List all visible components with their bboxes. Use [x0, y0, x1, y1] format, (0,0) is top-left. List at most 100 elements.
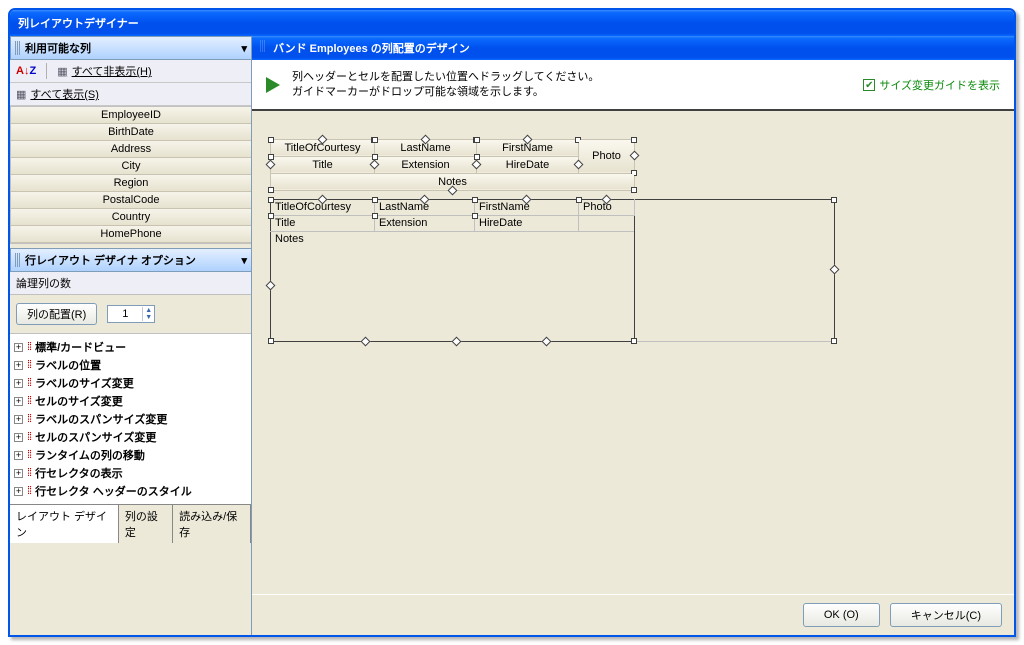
resize-handle[interactable]	[372, 154, 378, 160]
resize-handle[interactable]	[830, 265, 840, 275]
header-cell[interactable]: Extension	[375, 156, 477, 173]
header-cell[interactable]: Photo	[579, 139, 635, 173]
resize-handle[interactable]	[474, 154, 480, 160]
available-column-item[interactable]: EmployeeID	[11, 107, 251, 124]
layout-cell[interactable]: Notes	[271, 231, 635, 341]
ok-button[interactable]: OK (O)	[803, 603, 880, 627]
expand-icon[interactable]: +	[14, 415, 23, 424]
resize-handle[interactable]	[268, 137, 274, 143]
spinner-arrows[interactable]: ▲▼	[142, 307, 154, 321]
options-tree-item[interactable]: +⁞⁞ラベルのサイズ変更	[14, 374, 247, 392]
options-tree-item[interactable]: +⁞⁞標準/カードビュー	[14, 338, 247, 356]
arrange-columns-button[interactable]: 列の配置(R)	[16, 303, 97, 325]
resize-handle[interactable]	[631, 137, 637, 143]
header-cell[interactable]: HireDate	[477, 156, 579, 173]
header-cell[interactable]: FirstName	[477, 139, 579, 156]
layout-cell[interactable]: Extension	[375, 215, 475, 231]
pin-icon[interactable]: ▾	[241, 254, 247, 267]
bullet-icon: ⁞⁞	[27, 449, 31, 461]
resize-handle[interactable]	[601, 194, 611, 204]
resize-handle[interactable]	[447, 185, 457, 195]
layout-cell[interactable]: HireDate	[475, 215, 579, 231]
layout-cell[interactable]: Photo	[579, 199, 635, 215]
bottom-tab[interactable]: 読み込み/保存	[173, 505, 251, 543]
resize-handle[interactable]	[831, 338, 837, 344]
resize-handle[interactable]	[631, 187, 637, 193]
show-resize-guides-checkbox[interactable]: ✔ サイズ変更ガイドを表示	[863, 77, 1000, 93]
resize-handle[interactable]	[268, 213, 274, 219]
resize-handle[interactable]	[831, 197, 837, 203]
resize-handle[interactable]	[268, 338, 274, 344]
header-cell[interactable]: Notes	[271, 173, 635, 190]
resize-handle[interactable]	[372, 213, 378, 219]
header-layout-table[interactable]: TitleOfCourtesyLastNameFirstNamePhoto Tit…	[270, 139, 635, 191]
layout-cell[interactable]: TitleOfCourtesy	[271, 199, 375, 215]
expand-icon[interactable]: +	[14, 451, 23, 460]
available-column-item[interactable]: PostalCode	[11, 192, 251, 209]
layout-cell-empty[interactable]	[579, 215, 635, 231]
resize-handle[interactable]	[576, 197, 582, 203]
expand-icon[interactable]: +	[14, 469, 23, 478]
resize-handle[interactable]	[266, 159, 276, 169]
resize-handle[interactable]	[268, 154, 274, 160]
options-tree-item[interactable]: +⁞⁞行セレクタの表示	[14, 464, 247, 482]
resize-handle[interactable]	[372, 197, 378, 203]
cell-layout-table[interactable]: TitleOfCourtesyLastNameFirstNamePhoto Tit…	[270, 199, 835, 342]
available-column-item[interactable]: Region	[11, 175, 251, 192]
available-column-item[interactable]: Country	[11, 209, 251, 226]
resize-handle[interactable]	[451, 336, 461, 346]
bottom-tab[interactable]: 列の設定	[119, 505, 173, 543]
logical-cols-spinner[interactable]: ▲▼	[107, 305, 155, 323]
header-cell[interactable]: TitleOfCourtesy	[271, 139, 375, 156]
bottom-tab[interactable]: レイアウト デザイン	[10, 505, 119, 543]
layout-cell-empty[interactable]	[635, 199, 835, 341]
resize-handle[interactable]	[521, 194, 531, 204]
options-tree-item[interactable]: +⁞⁞ラベルの位置	[14, 356, 247, 374]
available-column-item[interactable]: City	[11, 158, 251, 175]
resize-handle[interactable]	[522, 134, 532, 144]
layout-cell[interactable]: Title	[271, 215, 375, 231]
expand-icon[interactable]: +	[14, 343, 23, 352]
resize-handle[interactable]	[419, 194, 429, 204]
show-all-link[interactable]: ▦ すべて表示(S)	[16, 86, 99, 102]
options-panel: 行レイアウト デザイナ オプション ▾ 論理列の数 列の配置(R) ▲▼ +⁞⁞…	[10, 248, 251, 543]
expand-icon[interactable]: +	[14, 361, 23, 370]
header-cell[interactable]: Title	[271, 156, 375, 173]
resize-handle[interactable]	[317, 194, 327, 204]
layout-cell[interactable]: LastName	[375, 199, 475, 215]
resize-handle[interactable]	[542, 336, 552, 346]
resize-handle[interactable]	[266, 281, 276, 291]
cancel-button[interactable]: キャンセル(C)	[890, 603, 1002, 627]
sort-az-icon[interactable]: A↓Z	[16, 65, 36, 77]
pin-icon[interactable]: ▾	[241, 42, 247, 55]
resize-handle[interactable]	[317, 134, 327, 144]
resize-handle[interactable]	[268, 187, 274, 193]
resize-handle[interactable]	[360, 336, 370, 346]
header-cell[interactable]: LastName	[375, 139, 477, 156]
layout-cell[interactable]: FirstName	[475, 199, 579, 215]
available-column-item[interactable]: BirthDate	[11, 124, 251, 141]
hide-all-link[interactable]: ▦ すべて非表示(H)	[57, 63, 151, 79]
options-tree-item[interactable]: +⁞⁞ラベルのスパンサイズ変更	[14, 410, 247, 428]
resize-handle[interactable]	[372, 137, 378, 143]
expand-icon[interactable]: +	[14, 379, 23, 388]
options-tree-item[interactable]: +⁞⁞行セレクタ ヘッダーのスタイル	[14, 482, 247, 500]
expand-icon[interactable]: +	[14, 433, 23, 442]
window-titlebar[interactable]: 列レイアウトデザイナー	[10, 10, 1014, 36]
options-tree-item[interactable]: +⁞⁞セルのサイズ変更	[14, 392, 247, 410]
resize-handle[interactable]	[420, 134, 430, 144]
design-surface[interactable]: TitleOfCourtesyLastNameFirstNamePhotoTit…	[252, 111, 1014, 594]
options-tree-item[interactable]: +⁞⁞ランタイムの列の移動	[14, 446, 247, 464]
resize-handle[interactable]	[630, 151, 640, 161]
resize-handle[interactable]	[472, 197, 478, 203]
options-tree-item[interactable]: +⁞⁞セルのスパンサイズ変更	[14, 428, 247, 446]
logical-cols-input[interactable]	[108, 306, 142, 322]
available-column-item[interactable]: HomePhone	[11, 226, 251, 243]
resize-handle[interactable]	[472, 213, 478, 219]
resize-handle[interactable]	[474, 137, 480, 143]
available-column-item[interactable]: Address	[11, 141, 251, 158]
resize-handle[interactable]	[268, 197, 274, 203]
expand-icon[interactable]: +	[14, 487, 23, 496]
expand-icon[interactable]: +	[14, 397, 23, 406]
resize-handle[interactable]	[631, 338, 637, 344]
